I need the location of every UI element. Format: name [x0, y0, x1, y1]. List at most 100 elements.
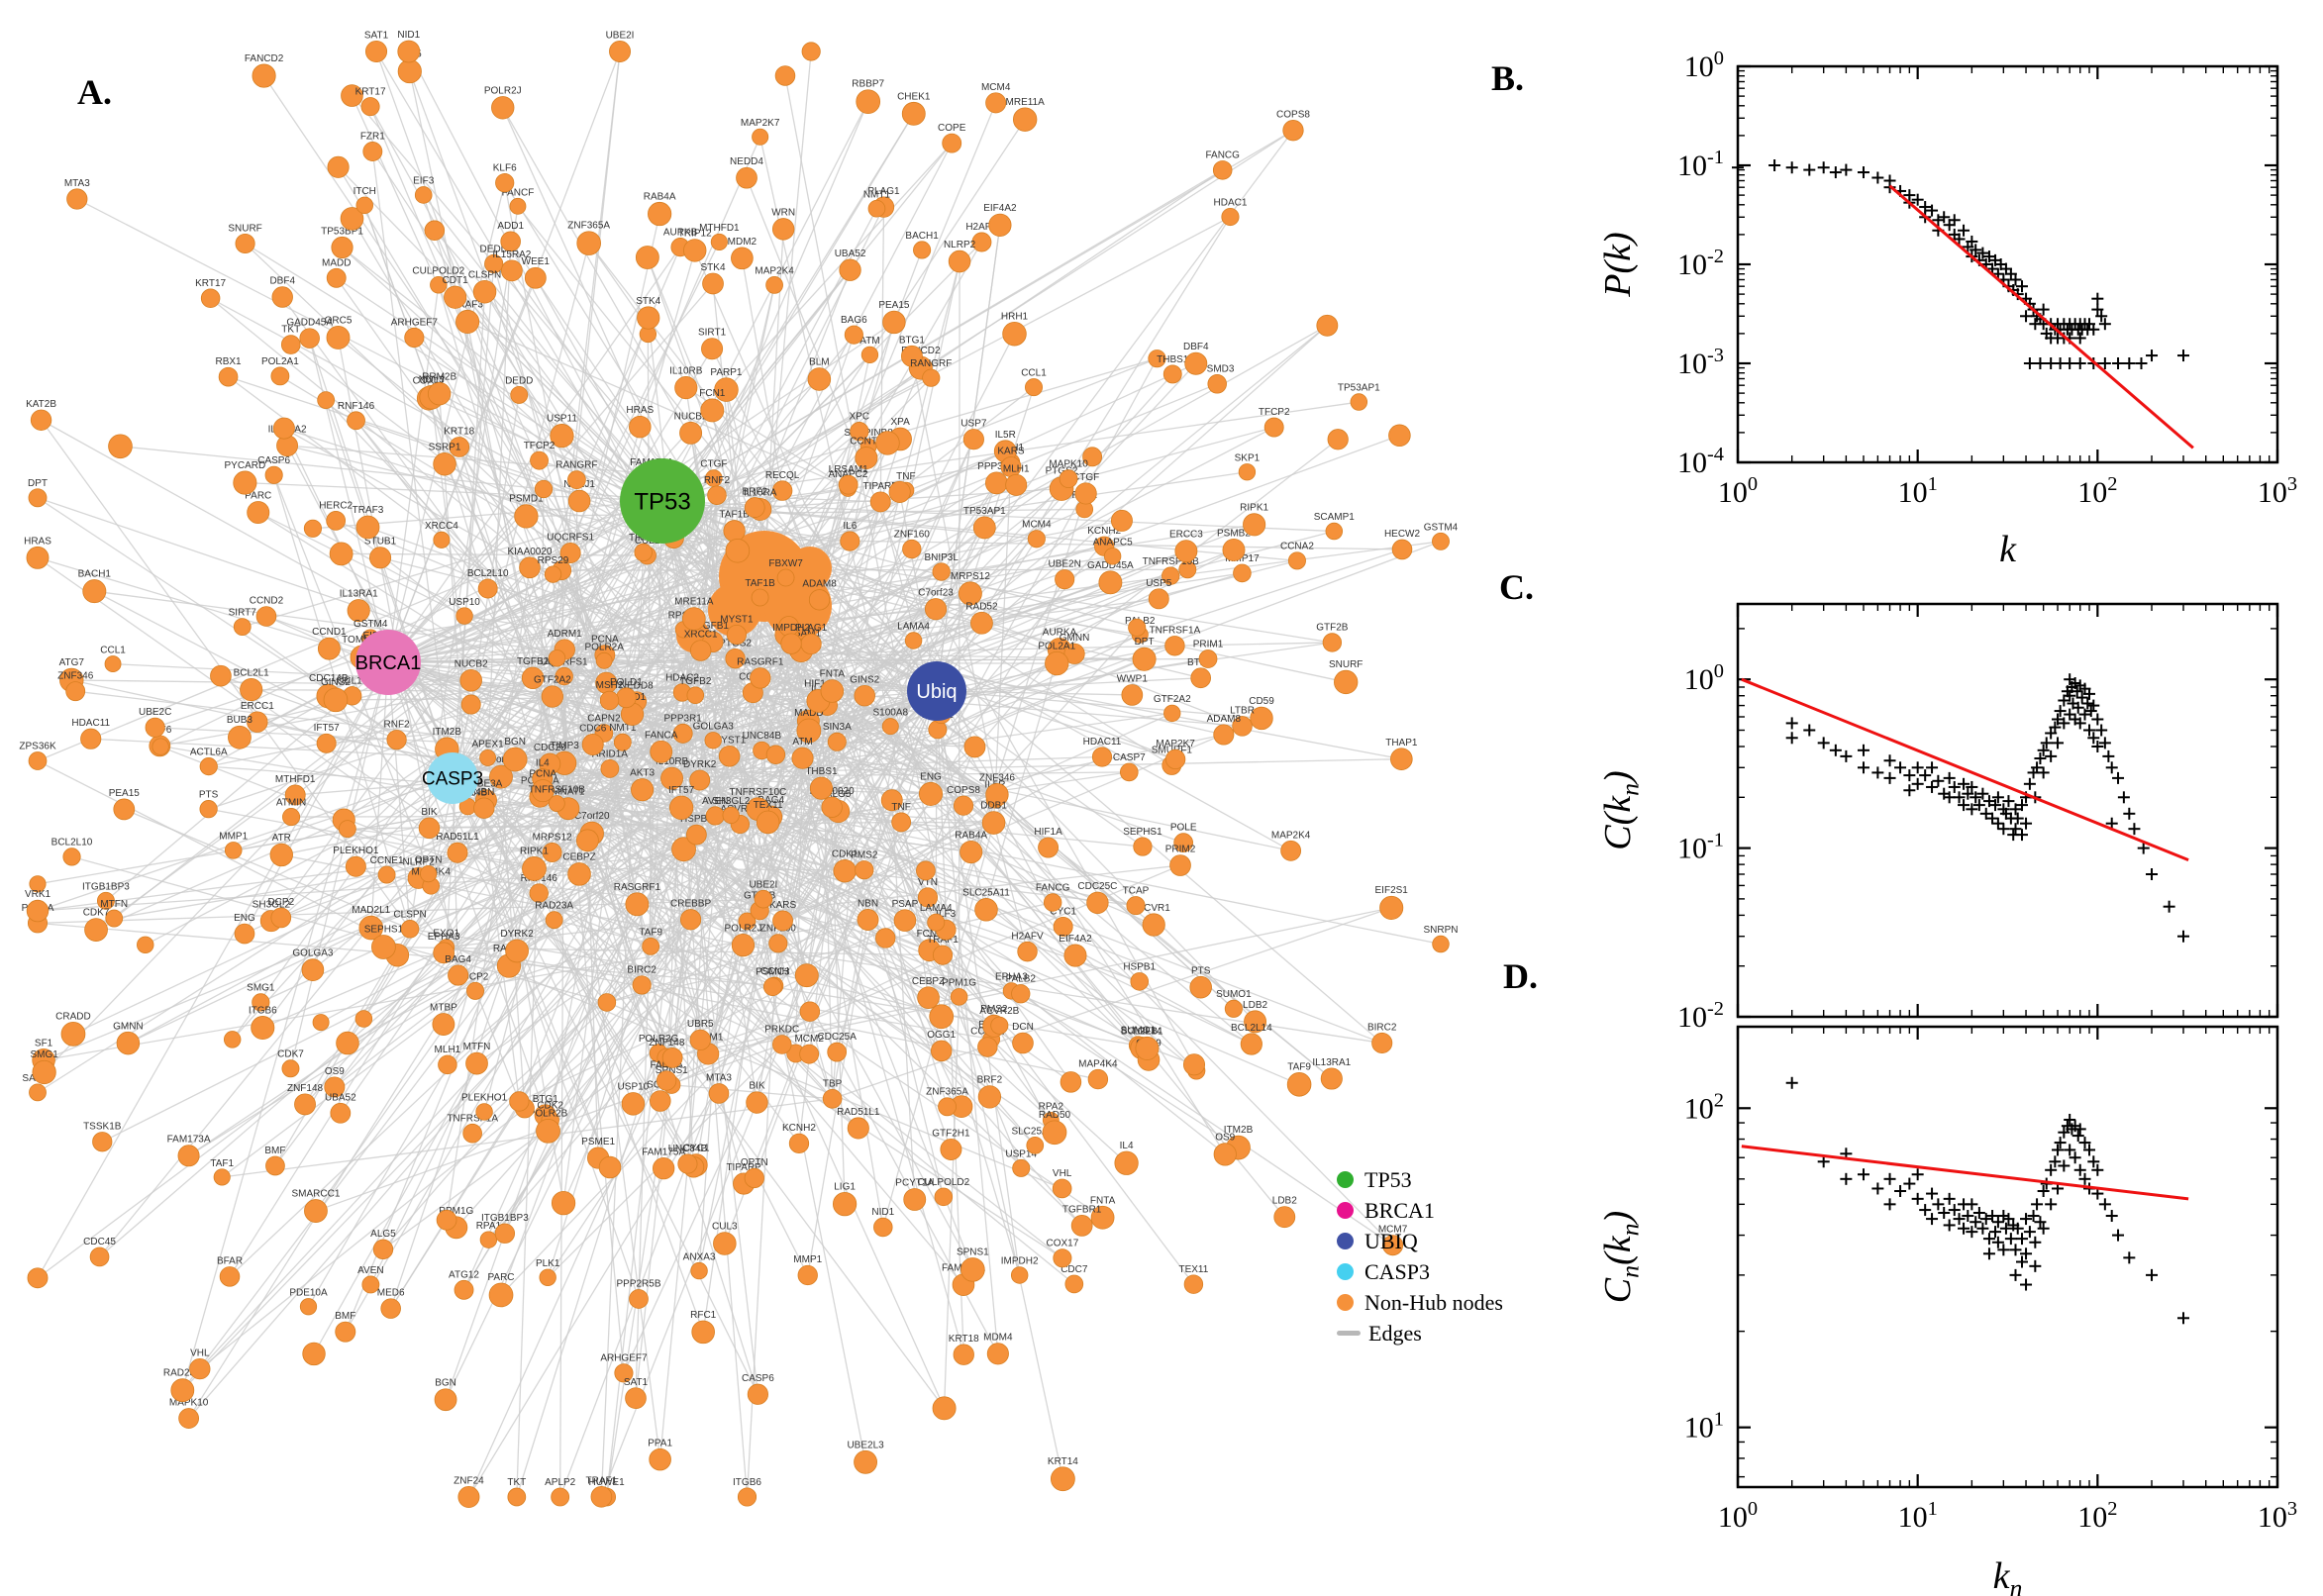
svg-text:SSRP1: SSRP1 [429, 442, 461, 452]
svg-text:COX17: COX17 [1047, 1239, 1079, 1249]
svg-text:UBE2I: UBE2I [749, 879, 777, 890]
svg-text:DYRK2: DYRK2 [683, 759, 717, 770]
svg-text:MCM7: MCM7 [1378, 1225, 1408, 1236]
svg-text:NEDD8: NEDD8 [620, 681, 654, 692]
svg-text:TEX11: TEX11 [754, 800, 783, 811]
svg-text:KIAA0020: KIAA0020 [507, 547, 552, 557]
svg-text:PRIM2: PRIM2 [1165, 845, 1196, 855]
svg-text:XPC: XPC [850, 411, 870, 422]
svg-text:101​: 101​ [1898, 1498, 1938, 1534]
svg-text:TKT: TKT [281, 325, 300, 336]
svg-text:RPA1: RPA1 [476, 1221, 502, 1232]
svg-text:EIF2S1: EIF2S1 [1375, 885, 1409, 896]
degree-distribution-chart: 100​10-1​10-2​10-3​10-4​100​101​102​103​… [1597, 48, 2297, 570]
svg-text:FCN1: FCN1 [699, 388, 726, 399]
svg-text:PLAG1: PLAG1 [795, 623, 828, 634]
svg-text:MTHFD1: MTHFD1 [699, 223, 740, 234]
svg-text:NUCB2: NUCB2 [674, 411, 708, 422]
svg-text:kn​: kn​ [1993, 1555, 2023, 1596]
svg-text:CDC6: CDC6 [579, 723, 607, 734]
svg-text:DEDD: DEDD [480, 244, 508, 254]
svg-text:ATG7: ATG7 [59, 657, 85, 668]
svg-text:H2AFV: H2AFV [965, 222, 998, 233]
svg-text:UNC84B: UNC84B [743, 731, 782, 742]
svg-text:CDT1: CDT1 [443, 275, 469, 286]
svg-text:BGN: BGN [435, 1378, 456, 1389]
svg-text:COX17: COX17 [413, 376, 446, 387]
svg-text:FANCA: FANCA [645, 730, 678, 741]
svg-text:PPM1G: PPM1G [439, 1206, 473, 1217]
svg-text:SIN3A: SIN3A [823, 722, 852, 733]
svg-text:BIK: BIK [749, 1081, 764, 1092]
svg-text:MYST1: MYST1 [720, 614, 754, 625]
svg-text:UBE2C: UBE2C [139, 707, 171, 718]
network-legend: TP53 BRCA1 UBIQ CASP3 Non-Hub nodes Edge… [1337, 1164, 1503, 1348]
svg-text:RRM2B: RRM2B [422, 371, 456, 382]
svg-text:DYRK2: DYRK2 [500, 929, 534, 940]
svg-text:DPT: DPT [28, 478, 48, 489]
svg-text:LAMA4: LAMA4 [920, 903, 953, 914]
svg-text:PRIM1: PRIM1 [1193, 640, 1224, 650]
svg-text:CLSPN: CLSPN [468, 269, 501, 280]
svg-text:TBP: TBP [823, 1078, 843, 1089]
svg-text:PPP3R1: PPP3R1 [663, 713, 702, 724]
legend-label: BRCA1 [1364, 1197, 1435, 1223]
svg-text:RPS29: RPS29 [538, 555, 569, 566]
svg-text:FZR1: FZR1 [360, 131, 385, 142]
svg-text:FNTA: FNTA [820, 669, 846, 680]
svg-text:Cn​(kn​): Cn​(kn​) [1597, 1211, 1644, 1303]
svg-text:TIMP3: TIMP3 [550, 741, 579, 751]
svg-text:BIRC2: BIRC2 [627, 965, 656, 976]
svg-text:IFT57: IFT57 [314, 723, 341, 734]
svg-text:10-1​: 10-1​ [1677, 830, 1724, 865]
svg-text:CDK1: CDK1 [832, 848, 858, 859]
svg-text:RAD50: RAD50 [1039, 1110, 1071, 1121]
svg-text:PARC: PARC [245, 490, 271, 501]
svg-text:RASGRF1: RASGRF1 [614, 882, 661, 893]
svg-text:CREBBP: CREBBP [670, 899, 711, 910]
svg-text:GOLGA3: GOLGA3 [693, 721, 735, 732]
svg-text:ITM2B: ITM2B [1224, 1125, 1254, 1136]
svg-text:XPA: XPA [890, 417, 910, 428]
nonhub-dot-icon [1337, 1294, 1354, 1311]
svg-text:IMPDH2: IMPDH2 [1001, 1256, 1039, 1267]
svg-text:CAPN2: CAPN2 [587, 714, 621, 725]
svg-text:SLC25A11: SLC25A11 [1011, 1126, 1059, 1137]
panel-d-label: D. [1503, 956, 1538, 996]
svg-text:MAP2K7: MAP2K7 [1156, 739, 1195, 749]
svg-text:SF1: SF1 [35, 1038, 53, 1048]
svg-text:GADD45A: GADD45A [1087, 560, 1134, 571]
svg-text:GADD45A: GADD45A [286, 318, 333, 329]
svg-text:CCNT1: CCNT1 [850, 436, 883, 447]
svg-text:GTF2H1: GTF2H1 [932, 1128, 970, 1139]
svg-text:FBXW7: FBXW7 [768, 558, 803, 569]
svg-text:HSPB1: HSPB1 [680, 814, 713, 825]
legend-item-brca1: BRCA1 [1337, 1195, 1503, 1226]
svg-text:CCL15: CCL15 [337, 676, 368, 687]
svg-text:CDK7: CDK7 [83, 908, 110, 919]
svg-text:KRT18: KRT18 [949, 1334, 979, 1345]
panel-a-label: A. [77, 72, 112, 112]
svg-text:IL10RA: IL10RA [744, 487, 777, 498]
degree-distribution-panel: 100​10-1​10-2​10-3​10-4​100​101​102​103​… [1584, 48, 2317, 586]
svg-text:EPHA3: EPHA3 [428, 932, 460, 943]
svg-text:MRPS12: MRPS12 [951, 571, 990, 582]
svg-text:UBA52: UBA52 [325, 1092, 356, 1103]
svg-text:NMT1: NMT1 [609, 723, 637, 734]
svg-text:TRIP12: TRIP12 [678, 229, 712, 240]
svg-text:DCP2: DCP2 [267, 897, 294, 908]
svg-text:HDAC11: HDAC11 [71, 718, 110, 729]
svg-text:KCNH2: KCNH2 [782, 1123, 816, 1134]
svg-text:GSTM4: GSTM4 [1424, 522, 1459, 533]
svg-text:PLEKHO1: PLEKHO1 [461, 1093, 508, 1104]
svg-text:ARHGEF7: ARHGEF7 [391, 317, 439, 328]
svg-text:HRAS: HRAS [24, 536, 51, 547]
svg-text:TRAF1: TRAF1 [586, 1475, 618, 1486]
svg-text:VHL: VHL [1053, 1168, 1072, 1179]
svg-text:IL13RA1: IL13RA1 [340, 589, 378, 600]
svg-text:RPA2: RPA2 [1039, 1101, 1064, 1112]
svg-text:C7orf23: C7orf23 [483, 754, 519, 765]
svg-text:TAF9: TAF9 [1287, 1061, 1311, 1072]
svg-text:TP53AP1: TP53AP1 [963, 506, 1006, 517]
svg-text:CASP6: CASP6 [742, 1373, 774, 1384]
